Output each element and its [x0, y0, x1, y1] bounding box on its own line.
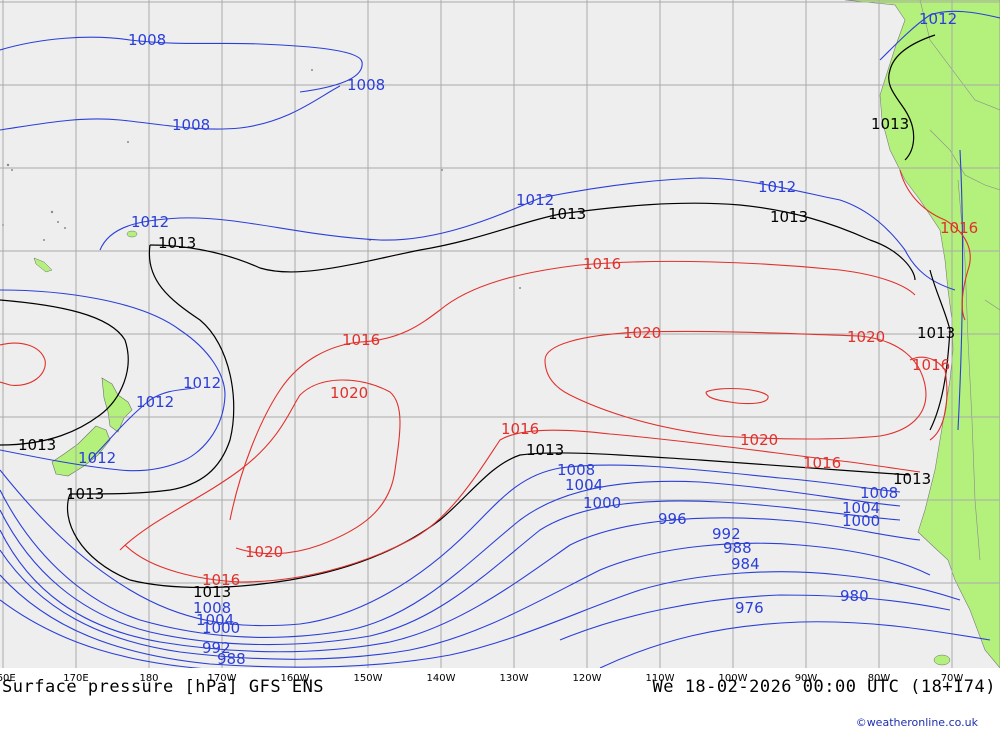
label-1004: 1004	[842, 499, 880, 517]
label-1016: 1016	[342, 331, 380, 349]
label-980: 980	[840, 587, 869, 605]
label-1013: 1013	[193, 583, 231, 601]
label-1016: 1016	[912, 356, 950, 374]
label-1013: 1013	[871, 115, 909, 133]
lon-label: 160E	[0, 673, 16, 684]
label-1012: 1012	[516, 191, 554, 209]
lon-label: 170E	[63, 673, 89, 684]
label-1013: 1013	[526, 441, 564, 459]
label-984: 984	[731, 555, 760, 573]
label-1016: 1016	[803, 454, 841, 472]
label-1013: 1013	[548, 205, 586, 223]
map-title: Surface pressure [hPa] GFS ENS	[2, 677, 325, 697]
land-small-islands	[33, 230, 951, 666]
lon-label: 180	[139, 673, 159, 684]
label-1012: 1012	[78, 449, 116, 467]
label-1016: 1016	[940, 219, 978, 237]
label-1000: 1000	[842, 512, 880, 530]
label-1008: 1008	[128, 31, 166, 49]
label-1013: 1013	[770, 208, 808, 226]
label-1012: 1012	[183, 374, 221, 392]
label-1013: 1013	[158, 234, 196, 252]
label-976: 976	[735, 599, 764, 617]
label-1020: 1020	[623, 324, 661, 342]
isobars-high	[0, 169, 971, 583]
valid-time: We 18-02-2026 00:00 UTC (18+174)	[652, 677, 996, 697]
label-1013: 1013	[66, 485, 104, 503]
label-1013: 1013	[18, 436, 56, 454]
land-new-zealand	[51, 377, 133, 477]
lon-label: 160W	[280, 673, 310, 684]
lon-label: 80W	[867, 673, 891, 684]
label-1013: 1013	[917, 324, 955, 342]
label-992: 992	[712, 525, 741, 543]
lon-label: 140W	[426, 673, 456, 684]
label-1000: 1000	[583, 494, 621, 512]
label-1020: 1020	[330, 384, 368, 402]
label-1016: 1016	[501, 420, 539, 438]
lon-label: 150W	[353, 673, 383, 684]
label-1008: 1008	[193, 599, 231, 617]
label-1012: 1012	[136, 393, 174, 411]
label-1012: 1012	[131, 213, 169, 231]
isobars-low	[0, 10, 1000, 668]
label-1016: 1016	[202, 571, 240, 589]
label-1008: 1008	[347, 76, 385, 94]
label-1012: 1012	[758, 178, 796, 196]
lon-label: 70W	[940, 673, 964, 684]
label-1020: 1020	[740, 431, 778, 449]
lon-label: 110W	[645, 673, 675, 684]
isobar-labels: 1008 1008 1008 1012 1012 1012 1012 1012 …	[18, 10, 978, 668]
label-988: 988	[217, 650, 246, 668]
label-1020: 1020	[847, 328, 885, 346]
label-1004: 1004	[196, 611, 234, 629]
label-1020: 1020	[245, 543, 283, 561]
label-1008: 1008	[860, 484, 898, 502]
label-996: 996	[658, 510, 687, 528]
lon-label: 130W	[499, 673, 529, 684]
label-1004: 1004	[565, 476, 603, 494]
footer	[0, 668, 1000, 733]
lon-label: 100W	[718, 673, 748, 684]
islands-dots	[2, 69, 521, 289]
isobar-1013	[0, 34, 951, 589]
label-1008: 1008	[172, 116, 210, 134]
lon-label: 120W	[572, 673, 602, 684]
label-992: 992	[202, 639, 231, 657]
pressure-map: 1008 1008 1008 1012 1012 1012 1012 1012 …	[0, 0, 1000, 668]
credit-link[interactable]: ©weatheronline.co.uk	[855, 716, 978, 729]
label-988: 988	[723, 539, 752, 557]
label-1016: 1016	[583, 255, 621, 273]
label-1012: 1012	[919, 10, 957, 28]
lon-label: 170W	[207, 673, 237, 684]
label-1013: 1013	[893, 470, 931, 488]
label-1000: 1000	[202, 619, 240, 637]
label-1008: 1008	[557, 461, 595, 479]
lon-label: 90W	[794, 673, 818, 684]
